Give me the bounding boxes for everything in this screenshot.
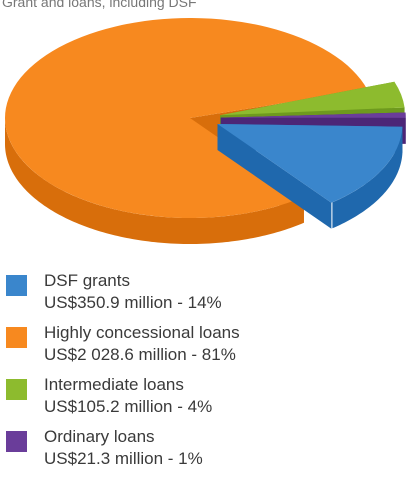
pie-slice-dsf-grants xyxy=(217,123,403,229)
legend-label: Ordinary loans xyxy=(44,427,155,446)
legend-detail: US$105.2 million - 4% xyxy=(44,397,213,416)
pie-slice-side-dsf-grants xyxy=(332,126,403,229)
legend-detail: US$350.9 million - 14% xyxy=(44,293,222,312)
pie-slice-edge-dsf-grants xyxy=(217,123,332,229)
legend: DSF grants US$350.9 million - 14% Highly… xyxy=(6,270,406,478)
legend-label: Highly concessional loans xyxy=(44,323,240,342)
pie-slice-top-ordinary-loans xyxy=(220,112,406,118)
pie-slice-side-highly-concessional-loans xyxy=(5,118,304,244)
chart-title: Grant and loans, including DSF xyxy=(2,0,197,10)
legend-detail: US$2 028.6 million - 81% xyxy=(44,345,236,364)
legend-swatch-highly-concessional-loans xyxy=(6,327,27,348)
pie-slice-top-dsf-grants xyxy=(217,123,403,203)
legend-detail: US$21.3 million - 1% xyxy=(44,449,203,468)
legend-swatch-intermediate-loans xyxy=(6,379,27,400)
pie-slice-top-highly-concessional-loans xyxy=(4,17,368,218)
legend-item-highly-concessional-loans: Highly concessional loans US$2 028.6 mil… xyxy=(6,322,406,374)
pie-slice-top-intermediate-loans xyxy=(220,81,405,116)
legend-swatch-ordinary-loans xyxy=(6,431,27,452)
legend-item-intermediate-loans: Intermediate loans US$105.2 million - 4% xyxy=(6,374,406,426)
legend-label: Intermediate loans xyxy=(44,375,184,394)
legend-item-dsf-grants: DSF grants US$350.9 million - 14% xyxy=(6,270,406,322)
pie-chart: Grant and loans, including DSF xyxy=(2,0,406,244)
legend-swatch-dsf-grants xyxy=(6,275,27,296)
legend-item-ordinary-loans: Ordinary loans US$21.3 million - 1% xyxy=(6,426,406,478)
legend-label: DSF grants xyxy=(44,271,130,290)
pie-chart-svg xyxy=(4,17,406,244)
